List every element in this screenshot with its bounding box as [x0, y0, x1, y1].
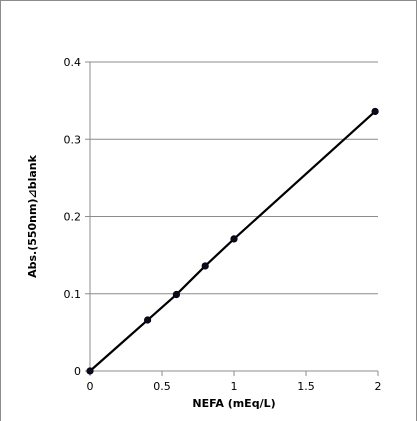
series-line-0: [89, 110, 376, 372]
y-tick-label-4: 0.4: [64, 56, 82, 69]
data-point-1: [144, 316, 152, 324]
x-axis-title: NEFA (mEq/L): [192, 397, 275, 410]
y-tick-labels: 0 0.1 0.2 0.3 0.4: [64, 56, 82, 378]
y-tick-label-2: 0.2: [64, 211, 82, 224]
plot-area: [86, 107, 379, 375]
data-point-3: [201, 262, 209, 270]
x-tick-label-0: 0: [87, 380, 94, 393]
data-point-2: [172, 290, 180, 299]
x-tick-label-3: 1.5: [297, 380, 315, 393]
x-tick-label-4: 2: [375, 380, 382, 393]
data-point-4: [230, 235, 238, 243]
data-point-5: [371, 107, 379, 116]
gridlines: [90, 61, 378, 295]
x-tick-label-1: 0.5: [153, 380, 171, 393]
y-tick-label-1: 0.1: [64, 288, 82, 301]
x-tick-label-2: 1: [231, 380, 238, 393]
y-axis-title: Abs.(550nm)⊿blank: [26, 154, 39, 278]
data-point-0: [86, 367, 94, 375]
x-tick-labels: 0 0.5 1 1.5 2: [87, 380, 382, 393]
y-tick-label-0: 0: [74, 365, 81, 378]
y-tick-label-3: 0.3: [64, 133, 82, 146]
axes: [85, 61, 379, 376]
